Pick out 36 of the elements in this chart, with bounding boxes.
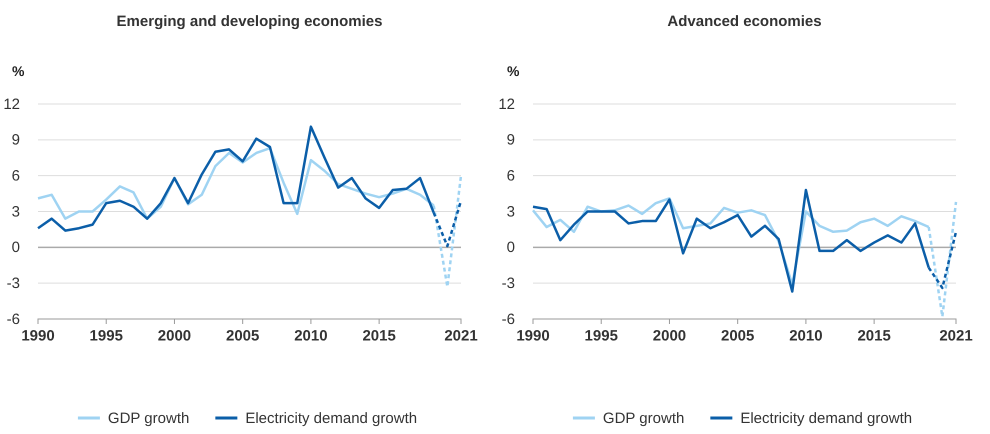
y-axis-title: % xyxy=(12,63,25,79)
y-tick-label: -3 xyxy=(502,274,515,292)
y-tick-label: 12 xyxy=(498,96,515,113)
x-tick-label: 2010 xyxy=(294,328,328,345)
x-tick-label: 2000 xyxy=(652,328,686,345)
y-tick-label: 9 xyxy=(506,132,515,149)
y-tick-label: 3 xyxy=(12,203,20,220)
y-tick-label: -3 xyxy=(6,274,20,292)
y-tick-label: 6 xyxy=(506,167,515,184)
legend-label: GDP growth xyxy=(108,410,190,427)
x-tick-label: 2021 xyxy=(444,328,478,345)
x-tick-label: 2015 xyxy=(362,328,396,345)
chart-title: Advanced economies xyxy=(667,13,822,30)
x-tick-label: 2005 xyxy=(226,328,260,345)
y-axis-title: % xyxy=(507,63,520,79)
y-tick-label: -6 xyxy=(502,310,515,328)
legend-label: Electricity demand growth xyxy=(740,410,912,427)
x-tick-label: 1990 xyxy=(516,328,550,345)
y-tick-label: 0 xyxy=(12,239,20,256)
y-tick-label: 0 xyxy=(506,239,515,256)
y-tick-label: 9 xyxy=(12,132,20,149)
y-tick-label: 3 xyxy=(506,203,515,220)
y-tick-label: -6 xyxy=(6,310,20,328)
legend-label: Electricity demand growth xyxy=(245,410,418,427)
y-tick-label: 12 xyxy=(3,96,20,113)
chart-title: Emerging and developing economies xyxy=(116,13,382,30)
x-tick-label: 2015 xyxy=(857,328,891,345)
x-tick-label: 1990 xyxy=(21,328,55,345)
x-tick-label: 2000 xyxy=(158,328,192,345)
x-tick-label: 2010 xyxy=(789,328,823,345)
x-tick-label: 1995 xyxy=(90,328,123,345)
x-tick-label: 2021 xyxy=(939,328,973,345)
x-tick-label: 1995 xyxy=(584,328,618,345)
x-tick-label: 2005 xyxy=(720,328,754,345)
legend-label: GDP growth xyxy=(602,410,684,427)
y-tick-label: 6 xyxy=(12,167,20,184)
